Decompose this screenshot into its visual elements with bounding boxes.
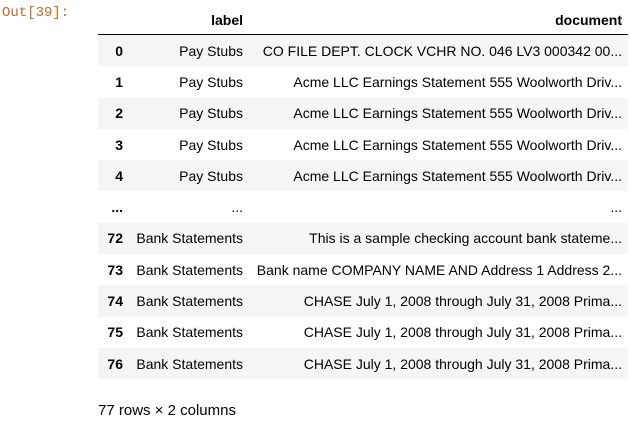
- cell-document: CO FILE DEPT. CLOCK VCHR NO. 046 LV3 000…: [262, 42, 622, 59]
- table-row: 76 Bank Statements CHASE July 1, 2008 thro…: [98, 347, 628, 380]
- header-document: document: [249, 6, 628, 35]
- cell-label: Bank Statements: [136, 355, 243, 372]
- cell-label: Pay Stubs: [179, 136, 243, 153]
- table-row: 1 Pay Stubs Acme LLC Earnings Statement 55…: [98, 66, 628, 97]
- cell-document: CHASE July 1, 2008 through July 31, 2008…: [303, 355, 622, 372]
- row-index: 3: [115, 136, 123, 153]
- cell-document: Acme LLC Earnings Statement 555 Woolwort…: [293, 105, 622, 122]
- cell-label: Pay Stubs: [179, 105, 243, 122]
- cell-label: Pay Stubs: [179, 42, 243, 59]
- cell-label: Bank Statements: [136, 324, 243, 341]
- output-prompt: Out[39]:: [2, 5, 70, 21]
- table-row: 2 Pay Stubs Acme LLC Earnings Statement 55…: [98, 97, 628, 129]
- row-index: 75: [107, 324, 123, 341]
- row-index: 74: [107, 293, 123, 310]
- row-index: 76: [107, 355, 123, 372]
- cell-label: Bank Statements: [136, 293, 243, 310]
- cell-label: Pay Stubs: [179, 167, 243, 184]
- table-row: 73 Bank Statements Bank name COMPANY NAME …: [98, 254, 628, 285]
- table-row: 74 Bank Statements CHASE July 1, 2008 thro…: [98, 285, 628, 317]
- row-index: 73: [107, 261, 123, 278]
- cell-document: This is a sample checking account bank s…: [309, 230, 622, 247]
- cell-document: ...: [610, 199, 622, 216]
- table-header-row: label document: [98, 6, 628, 35]
- table-row: 4 Pay Stubs Acme LLC Earnings Statement 55…: [98, 160, 628, 192]
- row-index: 1: [115, 73, 123, 90]
- table-row: 75 Bank Statements CHASE July 1, 2008 thro…: [98, 317, 628, 348]
- cell-label: Bank Statements: [136, 261, 243, 278]
- cell-label: Pay Stubs: [179, 73, 243, 90]
- table-row: 72 Bank Statements This is a sample checki…: [98, 222, 628, 255]
- cell-document: Bank name COMPANY NAME AND Address 1 Add…: [256, 261, 622, 278]
- row-index: 72: [107, 230, 123, 247]
- header-label: label: [129, 6, 249, 35]
- row-index: ...: [111, 199, 123, 216]
- row-index: 4: [115, 167, 123, 184]
- row-index: 0: [115, 42, 123, 59]
- cell-document: Acme LLC Earnings Statement 555 Woolwort…: [293, 73, 622, 90]
- table-row: 3 Pay Stubs Acme LLC Earnings Statement 55…: [98, 129, 628, 160]
- cell-document: Acme LLC Earnings Statement 555 Woolwort…: [293, 167, 622, 184]
- row-index: 2: [115, 105, 123, 122]
- cell-document: CHASE July 1, 2008 through July 31, 2008…: [303, 324, 622, 341]
- table-row: .........: [98, 191, 628, 222]
- table-summary: 77 rows × 2 columns: [98, 402, 236, 419]
- header-index: [98, 6, 129, 35]
- cell-label: ...: [231, 199, 243, 216]
- table-row: 0 Pay Stubs CO FILE DEPT. CLOCK VCHR NO. 0…: [98, 34, 628, 67]
- dataframe-table: label document 0 Pay Stubs CO FILE DEPT. C…: [98, 6, 628, 380]
- cell-document: CHASE July 1, 2008 through July 31, 2008…: [303, 293, 622, 310]
- cell-document: Acme LLC Earnings Statement 555 Woolwort…: [293, 136, 622, 153]
- cell-label: Bank Statements: [136, 230, 243, 247]
